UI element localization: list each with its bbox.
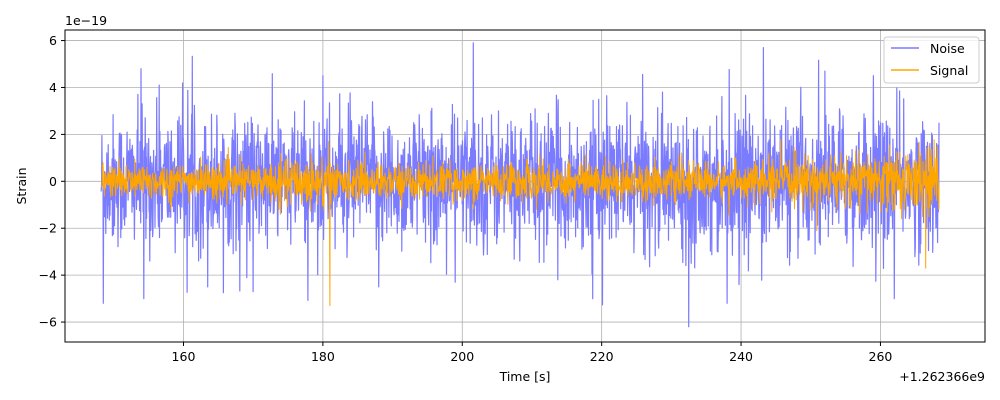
y-tick-label: −4 — [39, 268, 57, 283]
series-signal — [100, 139, 940, 307]
y-axis: −6 −4 −2 0 2 4 6 — [39, 33, 65, 330]
x-tick-label: 200 — [450, 349, 474, 364]
x-tick-label: 160 — [172, 349, 196, 364]
x-tick-label: 180 — [311, 349, 335, 364]
x-offset-label: +1.262366e9 — [899, 369, 985, 384]
y-tick-label: 2 — [49, 127, 57, 142]
legend: Noise Signal — [883, 36, 980, 84]
y-tick-label: 6 — [49, 33, 57, 48]
legend-noise-label: Noise — [930, 41, 965, 56]
legend-signal-label: Signal — [930, 63, 968, 78]
y-tick-label: 0 — [49, 174, 57, 189]
noise-line — [100, 42, 940, 328]
series-noise — [100, 42, 940, 328]
x-axis: 160 180 200 220 240 260 — [172, 342, 893, 364]
y-scale-label: 1e−19 — [65, 13, 107, 28]
x-tick-label: 240 — [729, 349, 753, 364]
x-tick-label: 220 — [590, 349, 614, 364]
y-tick-label: −2 — [39, 221, 57, 236]
y-tick-label: 4 — [49, 80, 57, 95]
y-tick-label: −6 — [39, 315, 57, 330]
plot-frame — [64, 29, 986, 343]
x-tick-label: 260 — [869, 349, 893, 364]
x-axis-label: Time [s] — [499, 369, 551, 384]
y-axis-label: Strain — [14, 167, 29, 204]
signal-line — [100, 139, 940, 307]
